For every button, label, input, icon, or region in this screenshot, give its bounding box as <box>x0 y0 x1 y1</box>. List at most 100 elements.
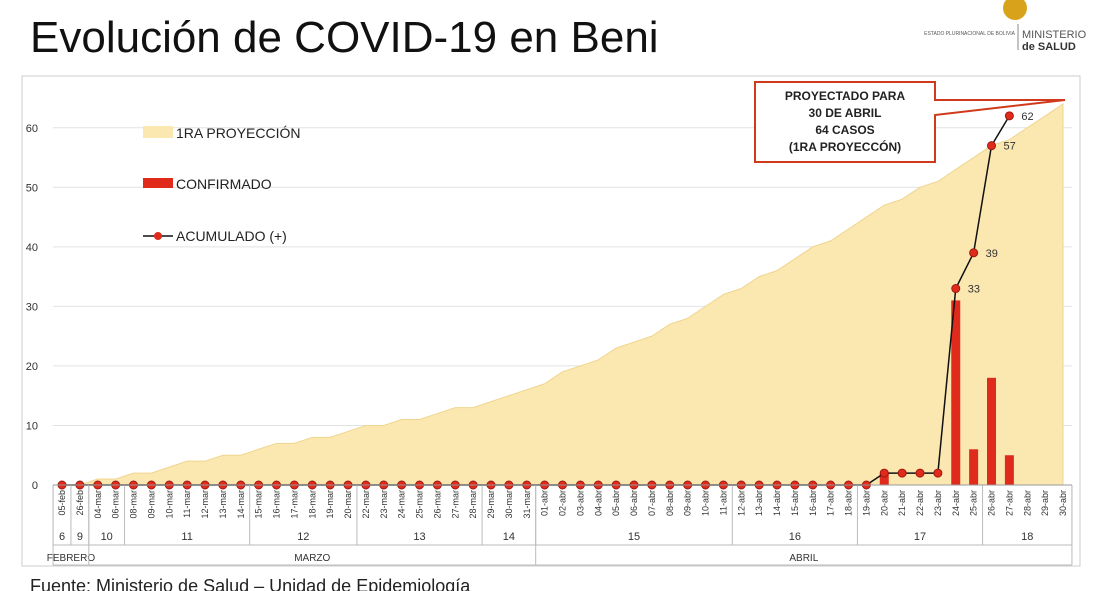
annotation-line: 30 DE ABRIL <box>809 106 882 120</box>
cumulative-marker <box>1004 111 1014 121</box>
x-tick-label: 29-mar <box>486 490 496 519</box>
x-tick-label: 19-abr <box>861 490 871 516</box>
logo-emblem <box>1003 0 1027 20</box>
x-tick-label: 04-mar <box>93 490 103 519</box>
week-label: 14 <box>503 531 515 543</box>
x-tick-label: 03-abr <box>575 490 585 516</box>
x-tick-label: 08-abr <box>665 490 675 516</box>
annotation-box <box>754 81 1066 163</box>
x-tick-label: 12-abr <box>736 490 746 516</box>
x-tick-label: 29-abr <box>1040 490 1050 516</box>
y-tick-label: 20 <box>26 361 38 373</box>
week-label: 11 <box>181 531 192 543</box>
x-tick-label: 13-mar <box>218 490 228 519</box>
x-tick-label: 10-abr <box>701 490 711 516</box>
x-tick-label: 14-abr <box>772 490 782 516</box>
x-tick-label: 11-mar <box>182 490 192 518</box>
cumulative-marker <box>897 468 907 478</box>
data-label: 57 <box>1004 141 1016 153</box>
x-tick-label: 11-abr <box>718 490 728 515</box>
legend-label: 1RA PROYECCIÓN <box>176 125 300 141</box>
x-tick-label: 26-mar <box>432 490 442 519</box>
footer-source: Fuente: Ministerio de Salud – Unidad de … <box>30 576 471 591</box>
logo: ESTADO PLURINACIONAL DE BOLIVIA MINISTER… <box>924 0 1087 53</box>
projection-area <box>62 103 1064 486</box>
x-tick-label: 22-abr <box>915 490 925 516</box>
x-tick-label: 02-abr <box>558 490 568 516</box>
x-tick-label: 15-abr <box>790 490 800 516</box>
x-tick-label: 05-feb <box>57 490 67 516</box>
x-tick-label: 27-abr <box>1004 490 1014 516</box>
week-label: 9 <box>77 531 83 543</box>
cumulative-marker <box>915 468 925 478</box>
x-tick-label: 09-mar <box>146 490 156 519</box>
x-tick-label: 14-mar <box>236 490 246 519</box>
cumulative-marker <box>951 284 961 294</box>
month-label: ABRIL <box>789 553 818 564</box>
y-tick-label: 40 <box>26 242 38 254</box>
x-tick-label: 24-mar <box>397 490 407 519</box>
y-tick-label: 60 <box>26 123 38 135</box>
x-tick-label: 26-abr <box>987 490 997 516</box>
x-tick-label: 16-mar <box>272 490 282 519</box>
confirmed-bar <box>951 300 961 485</box>
legend-label: CONFIRMADO <box>176 176 272 192</box>
x-tick-label: 23-mar <box>379 490 389 519</box>
x-tick-label: 20-mar <box>343 490 353 519</box>
x-tick-label: 19-mar <box>325 490 335 519</box>
x-tick-label: 16-abr <box>808 490 818 516</box>
x-tick-label: 26-feb <box>75 490 85 516</box>
cumulative-marker <box>933 468 943 478</box>
x-tick-label: 05-abr <box>611 490 621 516</box>
legend-marker <box>154 232 162 240</box>
week-label: 16 <box>789 531 801 543</box>
x-tick-label: 21-abr <box>897 490 907 516</box>
week-label: 10 <box>101 531 113 543</box>
week-label: 18 <box>1021 531 1033 543</box>
confirmed-bar <box>987 377 996 485</box>
data-label: 33 <box>968 284 980 296</box>
x-tick-label: 18-mar <box>307 490 317 519</box>
confirmed-bar <box>969 449 979 485</box>
week-label: 6 <box>59 531 65 543</box>
x-tick-label: 17-abr <box>826 490 836 516</box>
x-tick-label: 13-abr <box>754 490 764 516</box>
x-tick-label: 25-abr <box>969 490 979 516</box>
x-tick-label: 23-abr <box>933 490 943 516</box>
data-label: 39 <box>986 248 998 260</box>
x-tick-label: 20-abr <box>879 490 889 516</box>
y-tick-label: 10 <box>26 420 38 432</box>
month-label: FEBRERO <box>47 553 96 564</box>
x-tick-label: 28-abr <box>1022 490 1032 516</box>
week-label: 15 <box>628 531 640 543</box>
data-label: 62 <box>1021 111 1033 123</box>
x-tick-label: 04-abr <box>593 490 603 516</box>
x-tick-label: 07-abr <box>647 490 657 516</box>
cumulative-marker <box>969 248 979 258</box>
x-tick-label: 10-mar <box>164 490 174 519</box>
y-tick-label: 0 <box>32 480 38 492</box>
confirmed-bar <box>879 473 889 485</box>
x-tick-label: 24-abr <box>951 490 961 516</box>
x-tick-label: 09-abr <box>683 490 693 516</box>
week-label: 17 <box>914 531 926 543</box>
x-tick-label: 01-abr <box>540 490 550 516</box>
x-tick-label: 18-abr <box>844 490 854 516</box>
x-tick-label: 17-mar <box>289 490 299 519</box>
annotation-line: 64 CASOS <box>815 123 874 137</box>
x-tick-label: 22-mar <box>361 490 371 519</box>
legend-swatch <box>143 126 173 138</box>
x-tick-label: 06-mar <box>111 490 121 519</box>
logo-state: ESTADO PLURINACIONAL DE BOLIVIA <box>924 31 1016 37</box>
x-tick-label: 25-mar <box>415 490 425 519</box>
x-tick-label: 15-mar <box>254 490 264 519</box>
x-tick-label: 28-mar <box>468 490 478 519</box>
cumulative-marker <box>987 141 996 151</box>
x-tick-label: 12-mar <box>200 490 210 519</box>
annotation-line: PROYECTADO PARA <box>785 89 906 103</box>
page-title: Evolución de COVID-19 en Beni <box>30 13 659 62</box>
y-tick-label: 50 <box>26 182 38 194</box>
x-tick-label: 31-mar <box>522 490 532 519</box>
